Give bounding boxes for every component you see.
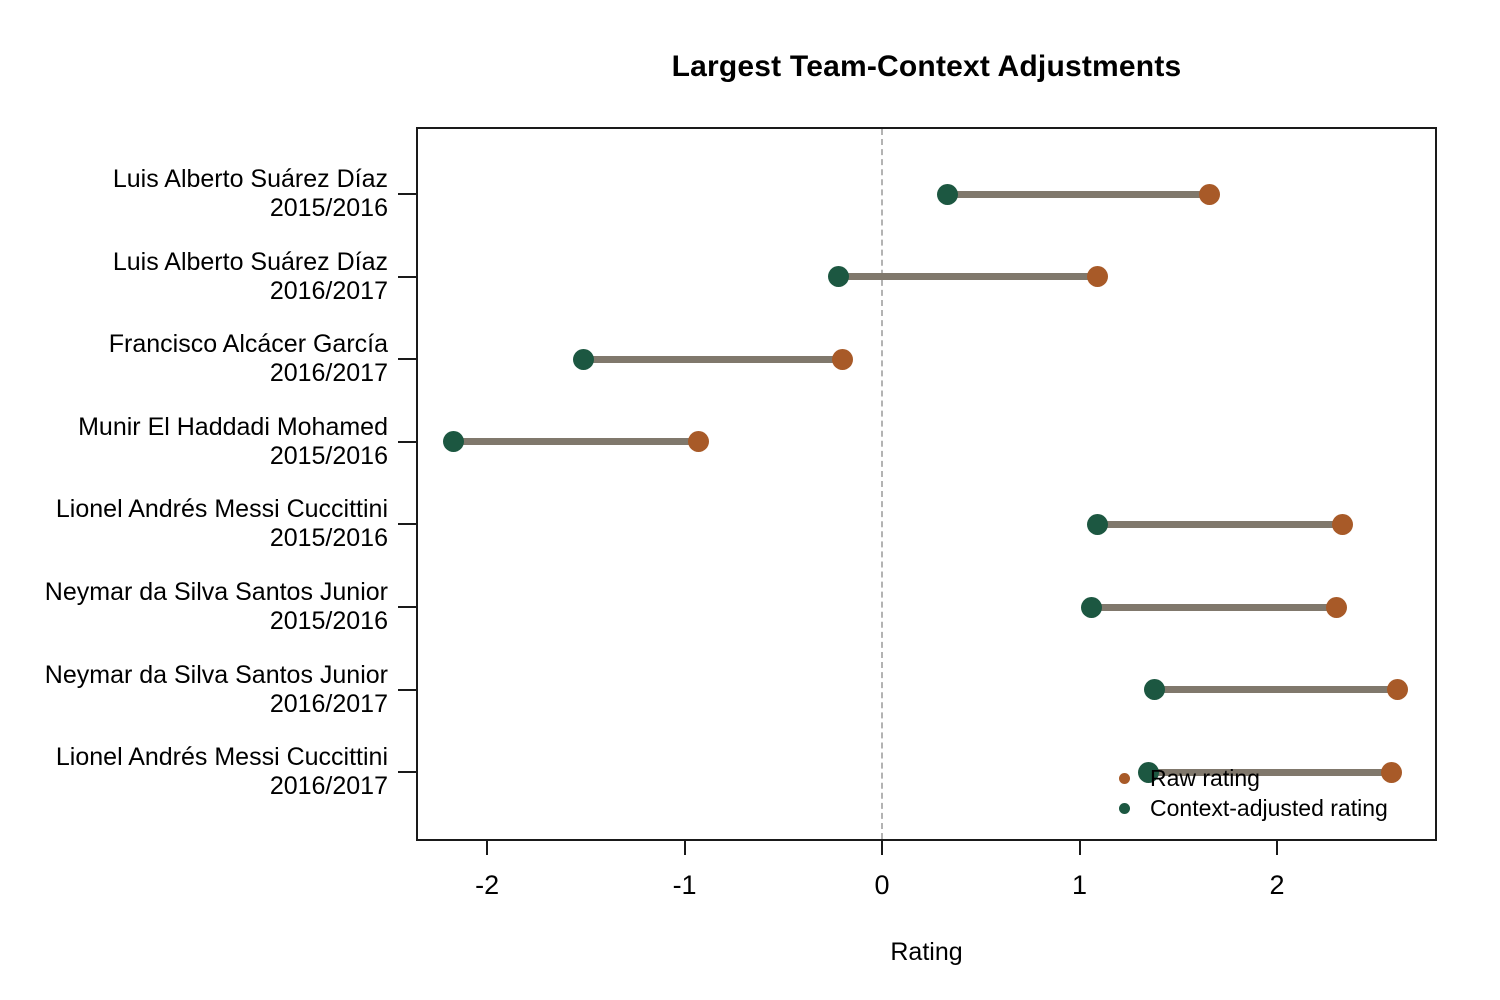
x-axis-tick: [881, 841, 884, 855]
adjusted-rating-dot: [1086, 513, 1108, 535]
player-name: Luis Alberto Suárez Díaz: [112, 247, 388, 276]
player-name: Neymar da Silva Santos Junior: [44, 578, 388, 606]
connector-line: [947, 190, 1210, 198]
adjusted-rating-dot: [1080, 596, 1102, 618]
season-label: 2016/2017: [269, 276, 388, 305]
y-axis-tick: [398, 771, 416, 774]
x-axis-tick: [486, 841, 489, 855]
legend-adjusted-label: Context-adjusted rating: [1150, 795, 1388, 821]
y-axis-category-label: Neymar da Silva Santos Junior 2015/2016: [45, 578, 388, 636]
player-name: Munir El Haddadi Mohamed: [78, 412, 388, 441]
legend-raw-dot: [1118, 772, 1130, 784]
y-axis-tick: [398, 193, 416, 195]
season-label: 2015/2016: [269, 441, 388, 470]
y-axis-tick: [398, 275, 416, 278]
raw-rating-dot: [1199, 183, 1221, 205]
season-label: 2015/2016: [269, 194, 388, 222]
season-label: 2016/2017: [269, 359, 388, 388]
raw-rating-dot: [1086, 266, 1108, 288]
y-axis-category-label: Lionel Andrés Messi Cuccittini 2015/2016: [56, 495, 388, 553]
x-axis-tick-label: 2: [1269, 870, 1285, 900]
y-axis-tick: [398, 440, 416, 443]
x-axis-tick-label: -2: [475, 870, 500, 900]
adjusted-rating-dot: [1138, 761, 1160, 783]
connector-line: [1097, 520, 1343, 528]
zero-reference-line: [881, 129, 884, 839]
player-name: Luis Alberto Suárez Díaz: [112, 165, 388, 193]
raw-rating-dot: [1325, 596, 1347, 618]
chart-title: Largest Team-Context Adjustments: [671, 50, 1182, 83]
x-axis-tick: [1078, 841, 1081, 855]
y-axis-category-label: Munir El Haddadi Mohamed 2015/2016: [78, 413, 388, 471]
plot-area: [416, 127, 1437, 841]
raw-rating-dot: [1381, 761, 1403, 783]
adjusted-rating-dot: [936, 183, 958, 205]
connector-line: [1091, 603, 1337, 611]
raw-rating-dot: [1331, 513, 1353, 535]
adjusted-rating-dot: [828, 266, 850, 288]
connector-line: [838, 273, 1098, 281]
adjusted-rating-dot: [443, 431, 465, 453]
legend-raw-label: Raw rating: [1150, 765, 1260, 791]
x-axis-tick: [683, 841, 686, 855]
y-axis-category-label: Luis Alberto Suárez Díaz 2016/2017: [113, 248, 388, 306]
connector-line: [583, 355, 843, 363]
player-name: Lionel Andrés Messi Cuccittini: [55, 495, 388, 524]
connector-line: [1154, 686, 1398, 694]
raw-rating-dot: [687, 431, 709, 453]
adjusted-rating-dot: [573, 348, 595, 370]
connector-line: [453, 438, 699, 446]
x-axis-tick-label: 0: [874, 870, 890, 900]
season-label: 2016/2017: [269, 689, 388, 718]
player-name: Francisco Alcácer García: [108, 330, 388, 359]
y-axis-tick: [398, 358, 416, 361]
season-label: 2016/2017: [269, 772, 388, 801]
adjusted-rating-dot: [1144, 679, 1166, 701]
season-label: 2015/2016: [269, 607, 388, 635]
y-axis-tick: [398, 523, 416, 526]
raw-rating-dot: [832, 348, 854, 370]
x-axis-title: Rating: [890, 938, 963, 966]
y-axis-category-label: Neymar da Silva Santos Junior 2016/2017: [45, 661, 388, 719]
y-axis-tick: [398, 606, 416, 608]
x-axis-tick-label: -1: [672, 870, 697, 900]
y-axis-category-label: Lionel Andrés Messi Cuccittini 2016/2017: [56, 743, 388, 801]
player-name: Lionel Andrés Messi Cuccittini: [55, 743, 388, 772]
player-name: Neymar da Silva Santos Junior: [44, 660, 388, 689]
y-axis-category-label: Luis Alberto Suárez Díaz 2015/2016: [113, 165, 388, 223]
legend-adjusted-dot: [1118, 802, 1130, 814]
raw-rating-dot: [1387, 679, 1408, 701]
season-label: 2015/2016: [269, 524, 388, 553]
y-axis-category-label: Francisco Alcácer García 2016/2017: [109, 330, 388, 388]
y-axis-tick: [398, 688, 416, 691]
x-axis-tick: [1276, 841, 1279, 855]
x-axis-tick-label: 1: [1072, 870, 1088, 900]
connector-line: [1148, 768, 1392, 776]
